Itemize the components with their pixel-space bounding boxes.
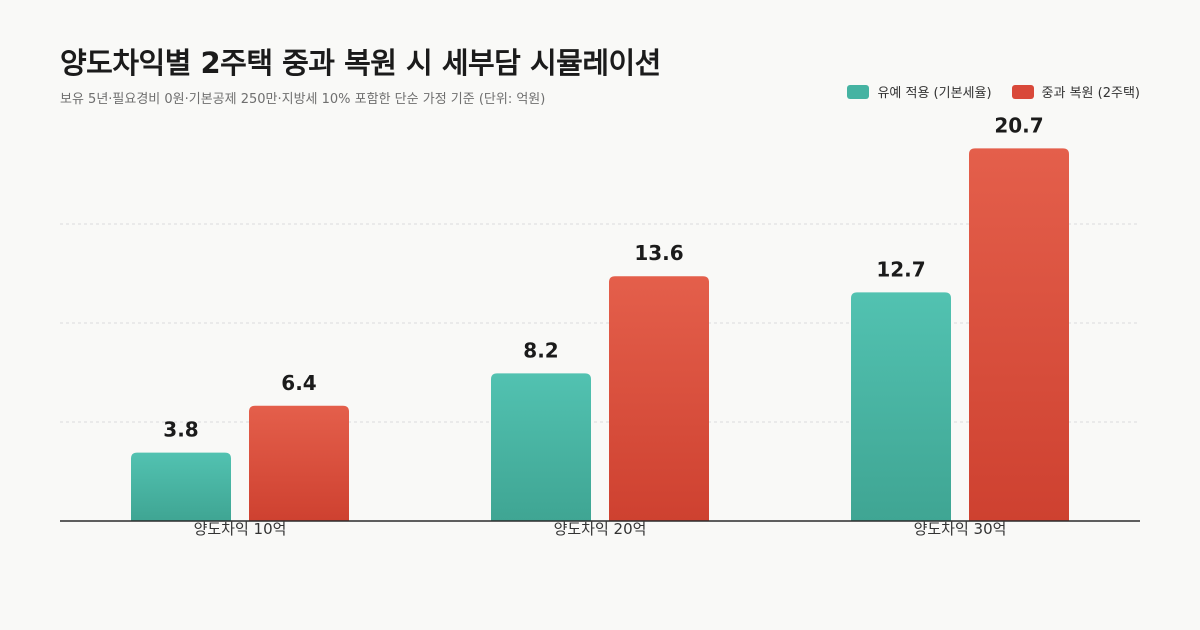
- bar-series-a: [851, 292, 951, 521]
- legend-swatch-series-b: [1011, 84, 1034, 99]
- data-label: 6.4: [281, 371, 316, 395]
- bar-series-b: [609, 276, 709, 521]
- legend-item-series-b: 중과 복원 (2주택): [1011, 82, 1140, 101]
- x-tick-label: 양도차익 30억: [914, 520, 1007, 538]
- x-tick-label: 양도차익 20억: [554, 520, 647, 538]
- legend-label-series-a: 유예 적용 (기본세율): [877, 86, 992, 101]
- legend-label-series-b: 중과 복원 (2주택): [1041, 86, 1140, 101]
- data-label: 20.7: [994, 113, 1043, 137]
- data-label: 13.6: [634, 241, 683, 265]
- data-label: 12.7: [876, 257, 925, 281]
- data-label: 8.2: [523, 338, 558, 362]
- bar-series-a: [491, 373, 591, 521]
- bar-series-b: [249, 405, 349, 521]
- data-label: 3.8: [163, 418, 198, 442]
- legend-swatch-series-a: [847, 84, 870, 99]
- bar-series-a: [131, 452, 231, 521]
- legend-item-series-a: 유예 적용 (기본세율): [847, 82, 992, 101]
- legend: 유예 적용 (기본세율) 중과 복원 (2주택): [847, 82, 1140, 101]
- bar-series-b: [969, 148, 1069, 521]
- chart-title: 양도차익별 2주택 중과 복원 시 세부담 시뮬레이션: [60, 46, 661, 80]
- x-tick-label: 양도차익 10억: [194, 520, 287, 538]
- chart-subtitle: 보유 5년·필요경비 0원·기본공제 250만·지방세 10% 포함한 단순 가…: [60, 92, 546, 107]
